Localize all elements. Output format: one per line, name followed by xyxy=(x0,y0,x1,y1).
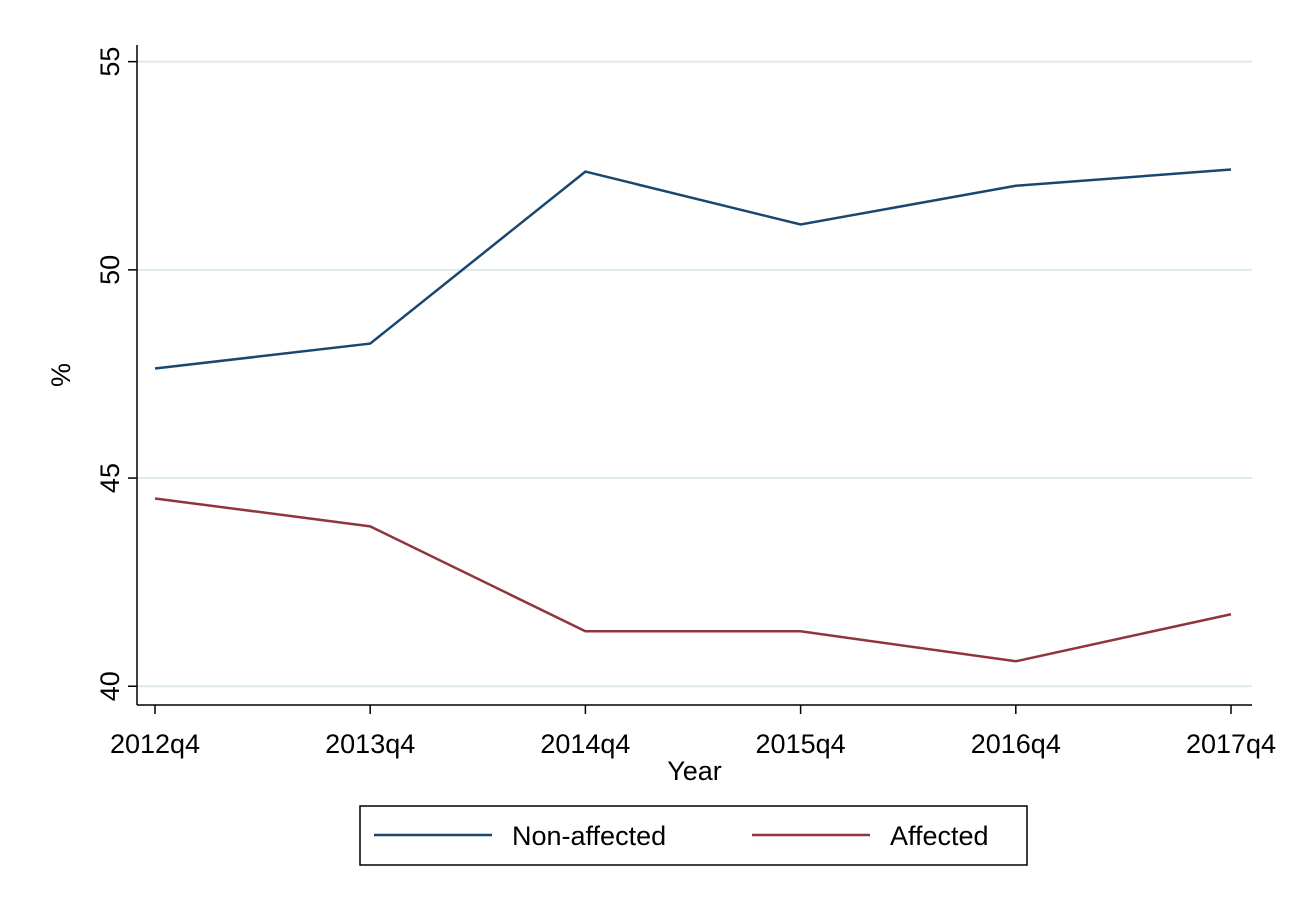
y-tick-label: 45 xyxy=(95,463,125,493)
x-tick-label: 2016q4 xyxy=(971,729,1061,759)
x-tick-label: 2017q4 xyxy=(1186,729,1276,759)
x-tick-label: 2012q4 xyxy=(110,729,200,759)
x-tick-label: 2013q4 xyxy=(325,729,415,759)
legend-label: Non-affected xyxy=(512,821,666,851)
x-tick-label: 2015q4 xyxy=(756,729,846,759)
x-tick-label: 2014q4 xyxy=(540,729,630,759)
y-axis-title: % xyxy=(46,363,76,387)
series-line xyxy=(154,497,1232,663)
y-tick-label: 50 xyxy=(95,255,125,285)
y-tick-label: 55 xyxy=(95,47,125,77)
legend-box xyxy=(359,805,1028,866)
legend-label: Affected xyxy=(890,821,989,851)
series-line xyxy=(154,168,1232,370)
x-axis-title: Year xyxy=(667,756,722,786)
y-tick-label: 40 xyxy=(95,671,125,701)
